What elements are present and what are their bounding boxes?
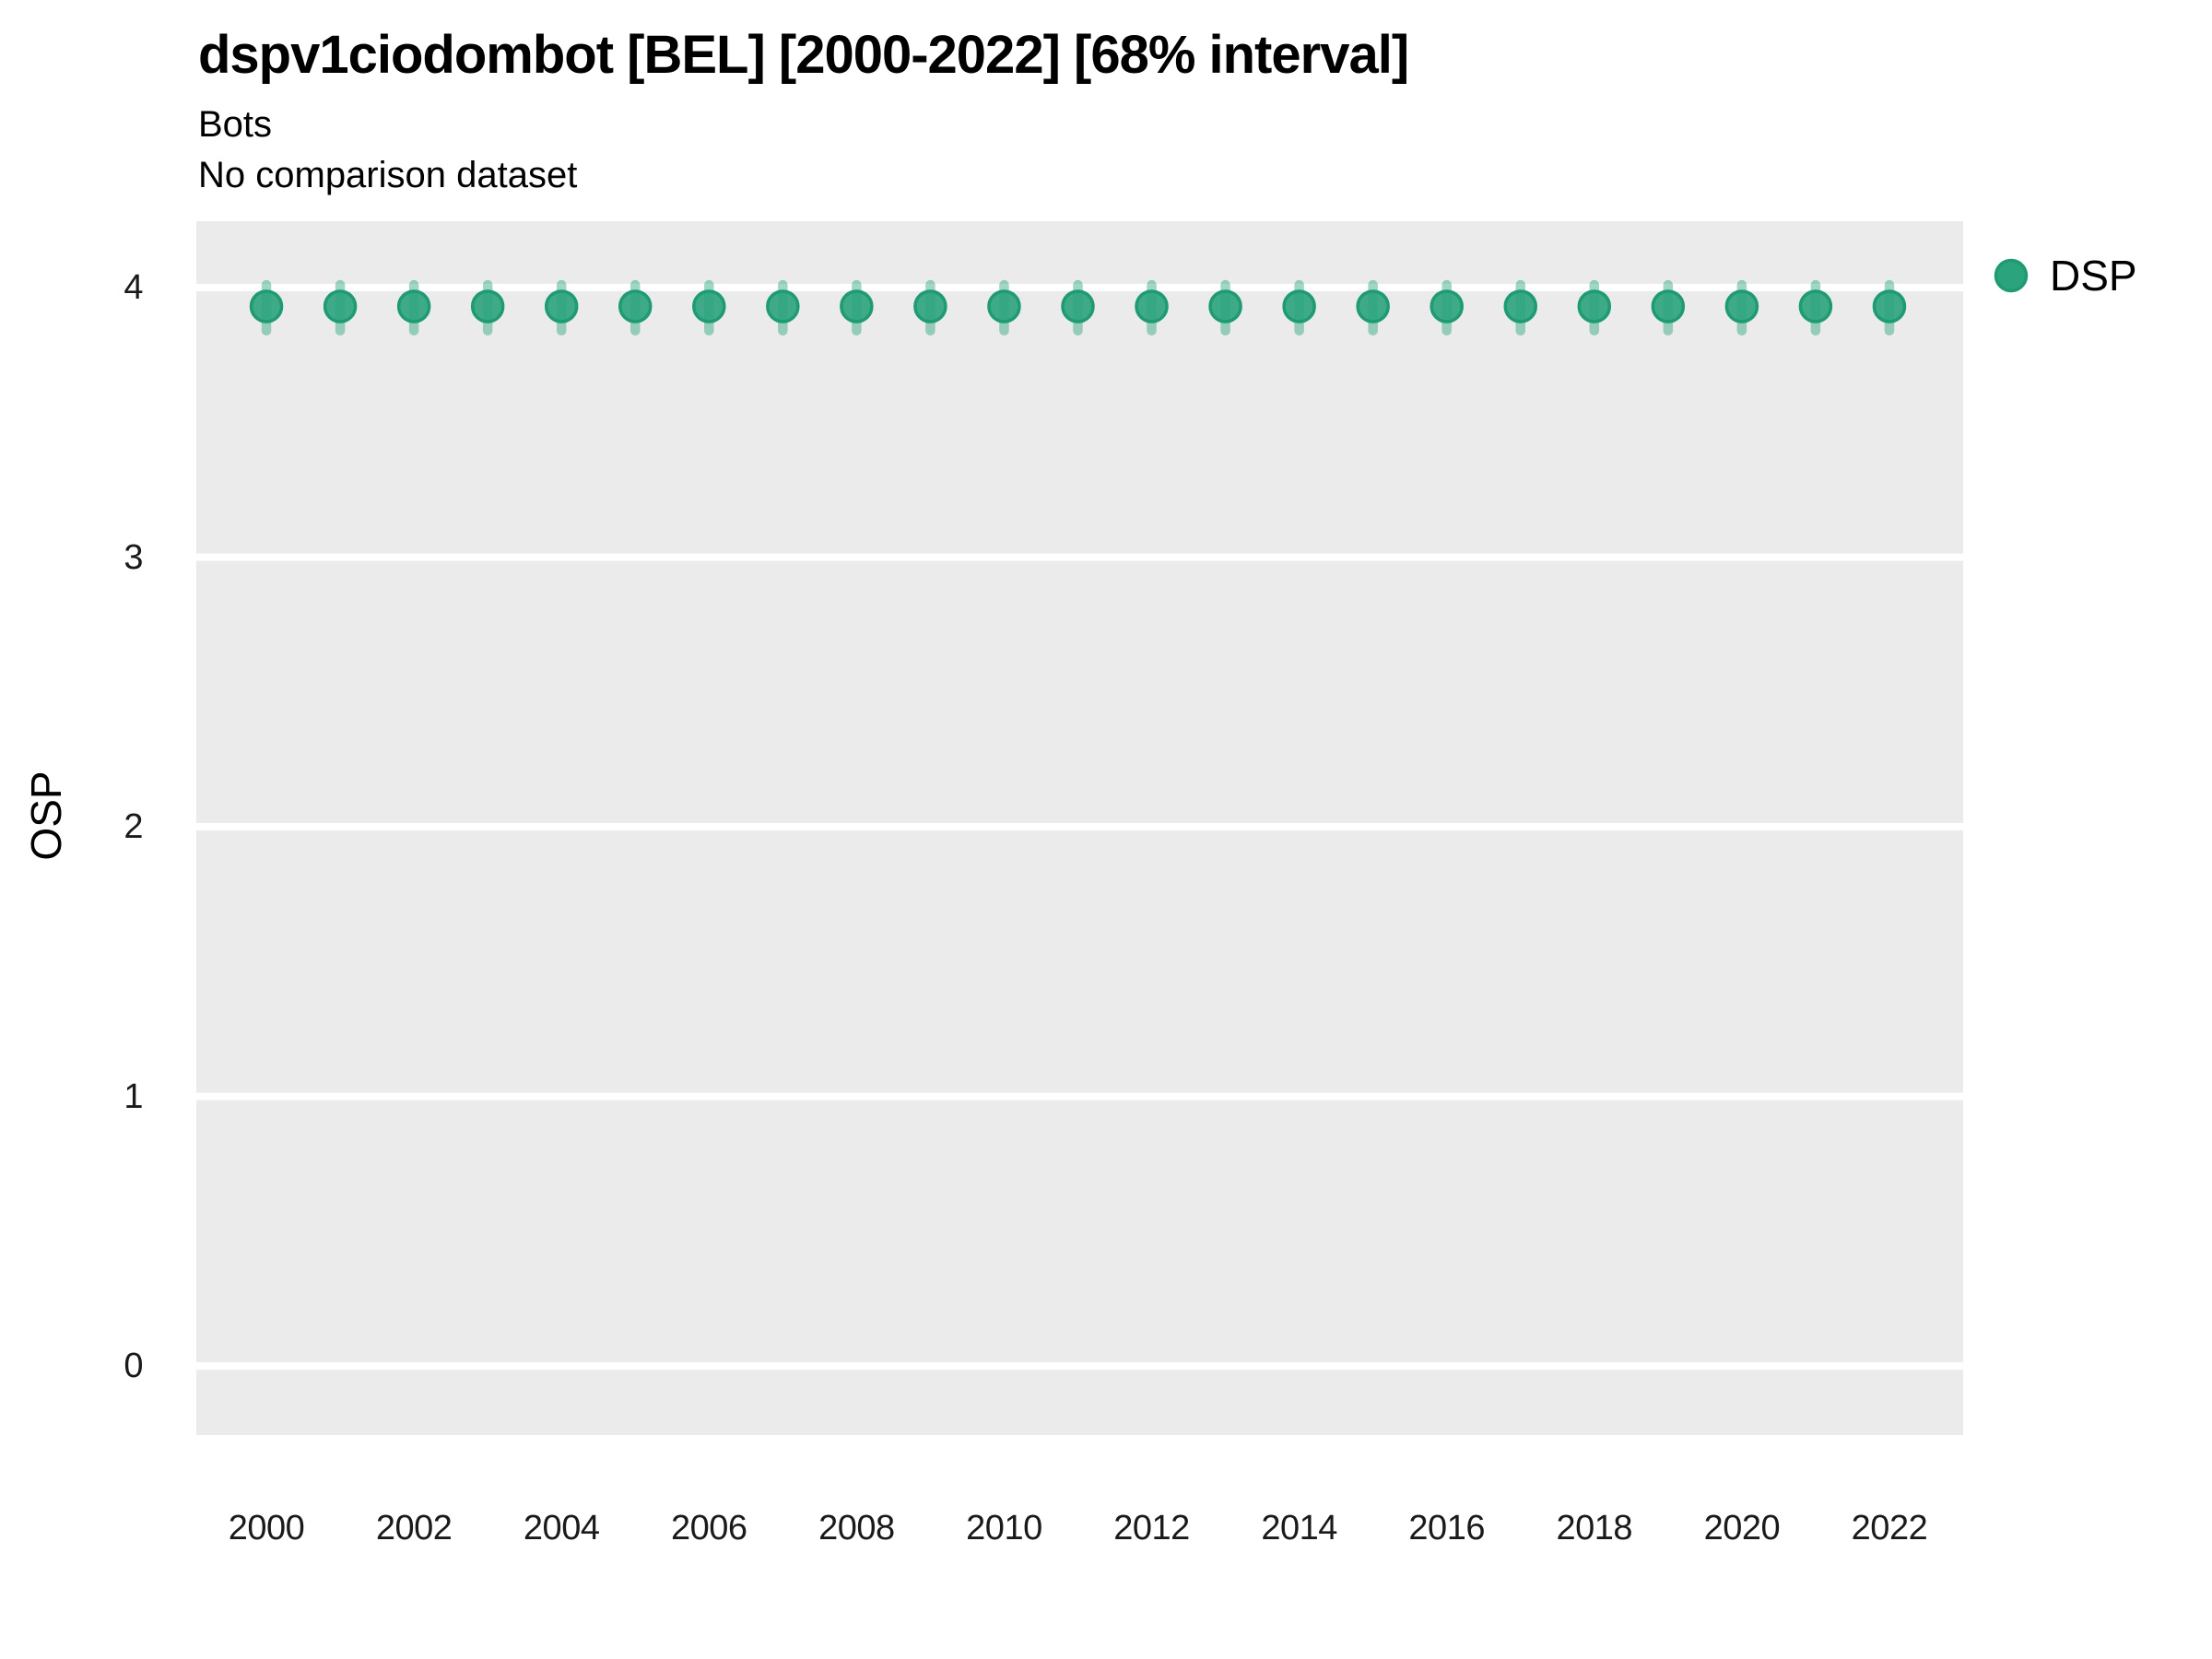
pointrange-plot bbox=[196, 279, 1963, 1371]
y-tick-label-1: 1 bbox=[124, 1077, 143, 1116]
y-tick-label-0: 0 bbox=[124, 1347, 143, 1386]
data-point-2009 bbox=[913, 289, 947, 324]
subtitle-line-bots: Bots bbox=[198, 104, 273, 145]
legend-dsp-point-icon bbox=[1994, 258, 2029, 293]
x-tick-label-2018: 2018 bbox=[1556, 1509, 1633, 1547]
data-point-2008 bbox=[840, 289, 874, 324]
data-point-2016 bbox=[1430, 289, 1464, 324]
chart-title: dspv1ciodombot [BEL] [2000-2022] [68% in… bbox=[198, 25, 1409, 85]
subtitle-line-comparison: No comparison dataset bbox=[198, 155, 578, 195]
data-point-2002 bbox=[396, 289, 431, 324]
x-tick-label-2012: 2012 bbox=[1113, 1509, 1190, 1547]
legend: DSP bbox=[1989, 249, 2137, 302]
data-point-2001 bbox=[323, 289, 358, 324]
y-tick-label-3: 3 bbox=[124, 537, 143, 577]
data-point-2000 bbox=[249, 289, 284, 324]
data-point-2011 bbox=[1061, 289, 1095, 324]
data-point-2015 bbox=[1356, 289, 1390, 324]
data-point-2018 bbox=[1577, 289, 1612, 324]
data-point-2005 bbox=[618, 289, 653, 324]
data-point-2006 bbox=[692, 289, 726, 324]
data-point-2013 bbox=[1208, 289, 1242, 324]
chart-subtitle: Bots No comparison dataset bbox=[198, 100, 577, 201]
x-tick-label-2004: 2004 bbox=[523, 1509, 600, 1547]
data-point-2021 bbox=[1798, 289, 1833, 324]
data-point-2004 bbox=[544, 289, 579, 324]
data-point-2014 bbox=[1282, 289, 1316, 324]
data-point-2019 bbox=[1651, 289, 1686, 324]
plot-panel bbox=[196, 221, 1963, 1435]
data-point-2022 bbox=[1872, 289, 1907, 324]
data-point-2020 bbox=[1724, 289, 1759, 324]
x-tick-label-2000: 2000 bbox=[228, 1509, 305, 1547]
data-point-2012 bbox=[1135, 289, 1169, 324]
x-tick-label-2002: 2002 bbox=[375, 1509, 453, 1547]
data-point-2010 bbox=[987, 289, 1021, 324]
data-point-2017 bbox=[1503, 289, 1537, 324]
data-point-2007 bbox=[766, 289, 800, 324]
data-point-2003 bbox=[470, 289, 505, 324]
x-tick-label-2010: 2010 bbox=[966, 1509, 1042, 1547]
x-tick-label-2022: 2022 bbox=[1851, 1509, 1928, 1547]
y-tick-label-2: 2 bbox=[124, 807, 143, 847]
x-tick-label-2020: 2020 bbox=[1703, 1509, 1781, 1547]
legend-label-dsp: DSP bbox=[2050, 252, 2137, 300]
x-tick-label-2006: 2006 bbox=[671, 1509, 747, 1547]
x-tick-label-2008: 2008 bbox=[818, 1509, 895, 1547]
y-tick-label-4: 4 bbox=[124, 267, 143, 307]
x-tick-label-2014: 2014 bbox=[1261, 1509, 1337, 1547]
x-tick-label-2016: 2016 bbox=[1408, 1509, 1485, 1547]
